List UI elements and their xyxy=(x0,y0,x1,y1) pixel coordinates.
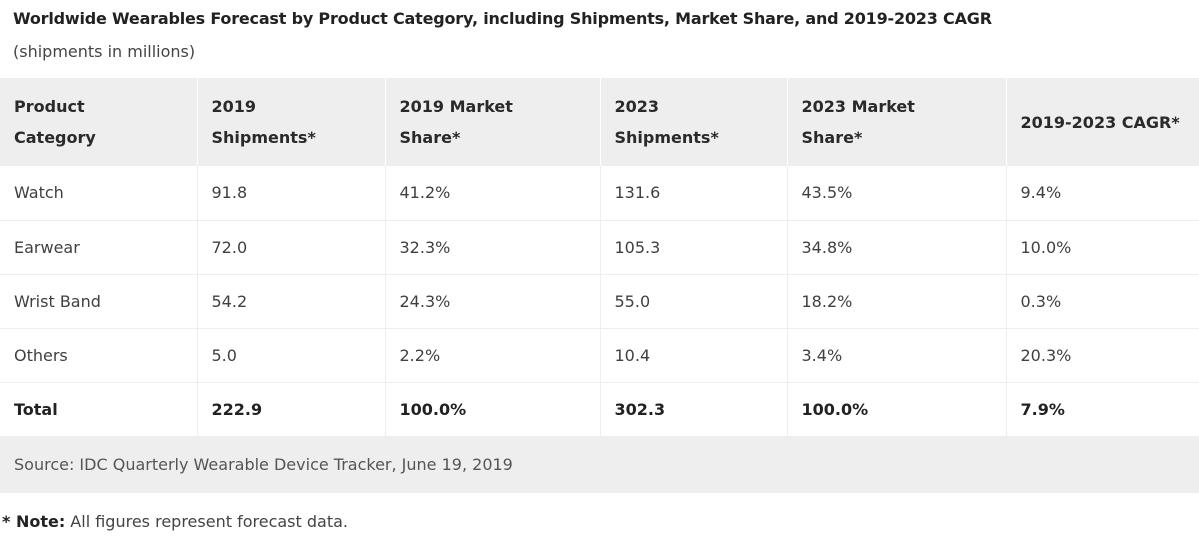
forecast-table: Product Category 2019 Shipments* 2019 Mark… xyxy=(0,78,1199,493)
cell-cagr: 20.3% xyxy=(1005,328,1199,383)
cell-2023-shipments: 55.0 xyxy=(599,274,787,329)
header-line: 2019 Market xyxy=(399,97,513,116)
cell-category: Others xyxy=(0,328,197,383)
cell-2019-share: 41.2% xyxy=(384,166,600,221)
cell-total-2019-share: 100.0% xyxy=(384,382,600,437)
table-row: Earwear 72.0 32.3% 105.3 34.8% 10.0% xyxy=(0,220,1199,275)
cell-2019-share: 2.2% xyxy=(384,328,600,383)
header-line: 2019 xyxy=(211,97,257,116)
cell-total-2019-shipments: 222.9 xyxy=(196,382,385,437)
header-line: Category xyxy=(14,128,96,147)
table-row: Others 5.0 2.2% 10.4 3.4% 20.3% xyxy=(0,328,1199,383)
cell-total-2023-shipments: 302.3 xyxy=(599,382,787,437)
total-row: Total 222.9 100.0% 302.3 100.0% 7.9% xyxy=(0,382,1199,437)
cell-2019-shipments: 54.2 xyxy=(196,274,385,329)
cell-total-label: Total xyxy=(0,382,197,437)
cell-total-2023-share: 100.0% xyxy=(786,382,1006,437)
source-text: Source: IDC Quarterly Wearable Device Tr… xyxy=(0,436,1199,493)
header-line: Share* xyxy=(801,128,863,147)
cell-2023-share: 43.5% xyxy=(786,166,1006,221)
header-product-category: Product Category xyxy=(0,78,197,166)
cell-2019-share: 24.3% xyxy=(384,274,600,329)
cell-2023-share: 3.4% xyxy=(786,328,1006,383)
cell-2023-share: 34.8% xyxy=(786,220,1006,275)
source-row: Source: IDC Quarterly Wearable Device Tr… xyxy=(0,436,1199,493)
header-cagr: 2019-2023 CAGR* xyxy=(1005,78,1199,166)
cell-2023-shipments: 10.4 xyxy=(599,328,787,383)
header-line: 2023 Market xyxy=(801,97,915,116)
header-2019-market-share: 2019 Market Share* xyxy=(384,78,600,166)
cell-cagr: 10.0% xyxy=(1005,220,1199,275)
cell-total-cagr: 7.9% xyxy=(1005,382,1199,437)
cell-2019-share: 32.3% xyxy=(384,220,600,275)
header-2023-shipments: 2023 Shipments* xyxy=(599,78,787,166)
header-2019-shipments: 2019 Shipments* xyxy=(196,78,385,166)
footnote-text: All figures represent forecast data. xyxy=(65,512,348,531)
cell-2019-shipments: 91.8 xyxy=(196,166,385,221)
table-row: Watch 91.8 41.2% 131.6 43.5% 9.4% xyxy=(0,166,1199,221)
cell-2023-shipments: 131.6 xyxy=(599,166,787,221)
cell-2019-shipments: 5.0 xyxy=(196,328,385,383)
table-subtitle: (shipments in millions) xyxy=(13,42,196,61)
footnote: * Note: All figures represent forecast d… xyxy=(2,512,348,531)
cell-cagr: 0.3% xyxy=(1005,274,1199,329)
header-line: Share* xyxy=(399,128,461,147)
cell-category: Wrist Band xyxy=(0,274,197,329)
cell-2023-shipments: 105.3 xyxy=(599,220,787,275)
header-line: 2019-2023 CAGR* xyxy=(1020,112,1180,132)
cell-2019-shipments: 72.0 xyxy=(196,220,385,275)
footnote-label: * Note: xyxy=(2,512,66,531)
header-row: Product Category 2019 Shipments* 2019 Mark… xyxy=(0,78,1199,166)
header-line: Product xyxy=(14,97,85,116)
header-line: 2023 xyxy=(614,97,660,116)
cell-category: Earwear xyxy=(0,220,197,275)
cell-category: Watch xyxy=(0,166,197,221)
header-line: Shipments* xyxy=(211,128,316,147)
header-line: Shipments* xyxy=(614,128,719,147)
table-row: Wrist Band 54.2 24.3% 55.0 18.2% 0.3% xyxy=(0,274,1199,329)
cell-cagr: 9.4% xyxy=(1005,166,1199,221)
header-2023-market-share: 2023 Market Share* xyxy=(786,78,1006,166)
cell-2023-share: 18.2% xyxy=(786,274,1006,329)
table-title: Worldwide Wearables Forecast by Product … xyxy=(13,9,992,28)
